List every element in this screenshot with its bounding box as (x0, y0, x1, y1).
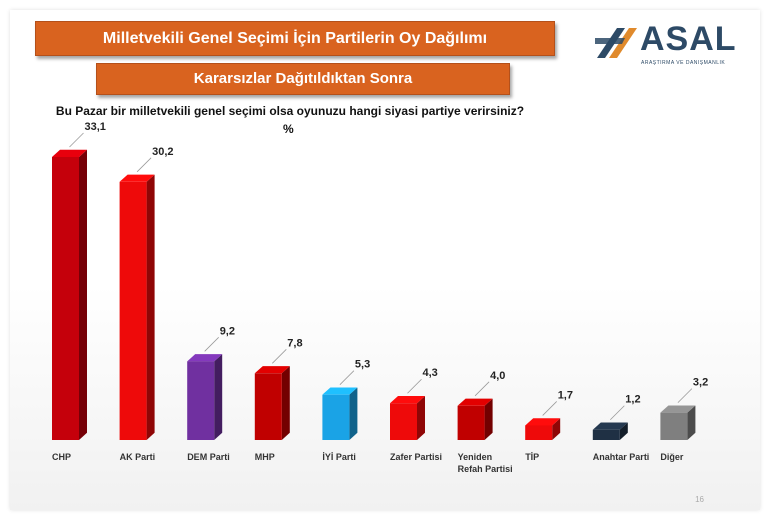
category-label: AK Parti (120, 452, 156, 462)
bar (592, 429, 620, 440)
leader-line (272, 349, 287, 364)
bar-side (687, 405, 696, 440)
leader-line (407, 378, 422, 394)
bar-top (525, 418, 561, 426)
value-label: 1,7 (558, 389, 573, 401)
unit-label: % (283, 122, 294, 136)
value-label: 4,3 (423, 367, 438, 379)
leader-line (204, 337, 219, 352)
bar-side (146, 174, 155, 440)
category-label: Zafer Partisi (390, 452, 442, 462)
value-label: 5,3 (355, 359, 370, 371)
bar-top (119, 174, 155, 182)
bar (254, 373, 282, 440)
bar-top (52, 149, 87, 157)
page-number: 16 (695, 495, 704, 504)
leader-line (339, 370, 355, 385)
bar-side (79, 149, 87, 441)
slide: Milletvekili Genel Seçimi İçin Partileri… (10, 10, 760, 510)
category-label: İYİ Parti (322, 452, 356, 462)
bar-top (457, 398, 493, 406)
category-label: Yeniden Refah Partisi (458, 452, 513, 474)
category-label: CHP (52, 452, 71, 462)
leader-line (69, 132, 84, 148)
subtitle-banner: Kararsızlar Dağıtıldıktan Sonra (96, 63, 510, 95)
leader-line (677, 388, 693, 403)
bar-top (322, 387, 358, 395)
bar (660, 412, 688, 440)
value-label: 7,8 (287, 337, 302, 349)
bar-top (592, 422, 628, 430)
bar-side (281, 366, 290, 440)
title-banner: Milletvekili Genel Seçimi İçin Partileri… (35, 21, 555, 56)
bar-chart: 33,1 CHP 30,2 AK Parti 9,2 DEM Parti 7,8 MHP 5,3… (52, 121, 708, 474)
leader-line (474, 381, 490, 397)
bar-top (390, 396, 425, 404)
bar-side (552, 418, 561, 440)
category-label: Diğer (660, 452, 684, 462)
category-label: MHP (255, 452, 275, 462)
bar (457, 405, 485, 440)
category-label: DEM Parti (187, 452, 230, 462)
value-label: 3,2 (693, 377, 708, 389)
value-label: 4,0 (490, 370, 505, 382)
bar-side (417, 396, 425, 440)
bar (52, 156, 79, 440)
category-label: Anahtar Parti (593, 452, 650, 462)
value-label: 30,2 (152, 146, 173, 158)
category-label: TİP (525, 452, 539, 462)
survey-question: Bu Pazar bir milletvekili genel seçimi o… (55, 104, 525, 118)
value-label: 33,1 (85, 121, 106, 133)
logo-tagline: ARAŞTIRMA VE DANIŞMANLIK (641, 60, 726, 66)
asal-logo: ASAL ARAŞTIRMA VE DANIŞMANLIK (595, 20, 740, 72)
bar-side (484, 398, 493, 440)
logo-mark-icon (595, 28, 637, 58)
value-label: 1,2 (625, 394, 640, 406)
bar (322, 394, 350, 440)
bar-side (214, 354, 223, 440)
bar-top (660, 405, 696, 413)
leader-line (610, 405, 625, 421)
value-label: 9,2 (220, 325, 235, 337)
bar (187, 361, 215, 440)
bar (119, 181, 147, 441)
leader-line (136, 157, 152, 173)
leader-line (542, 401, 557, 416)
bar (390, 403, 417, 440)
bar-side (349, 387, 358, 440)
bar-top (254, 366, 290, 374)
bar-top (187, 354, 223, 362)
bar-side (619, 422, 628, 440)
logo-wordmark: ASAL (640, 20, 737, 58)
bar (525, 425, 553, 440)
